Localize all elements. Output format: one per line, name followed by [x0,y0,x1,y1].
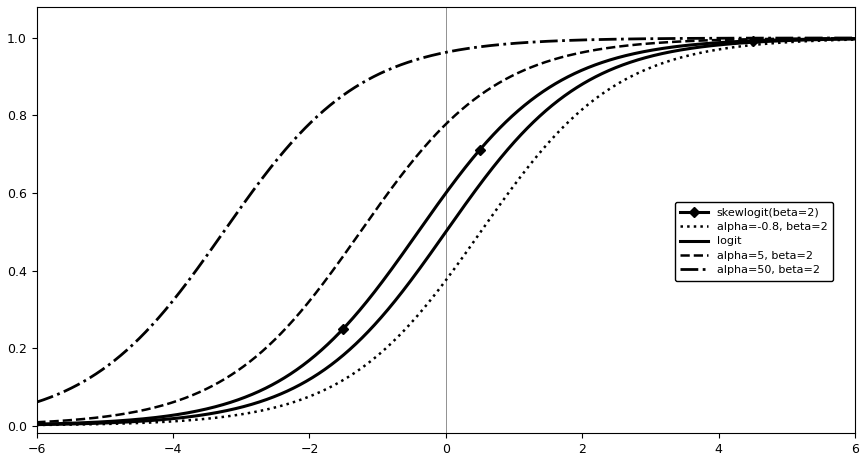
skewlogit(beta=2) [402,244,412,250]
alpha=5, beta=2 [402,165,412,170]
Line: skewlogit(beta=2): skewlogit(beta=2) [0,35,866,429]
alpha=-0.8, beta=2 [428,294,438,300]
logit [715,42,726,48]
logit [12,422,23,428]
Line: alpha=5, beta=2: alpha=5, beta=2 [0,38,866,425]
alpha=50, beta=2 [12,405,23,411]
alpha=-0.8, beta=2 [402,324,412,330]
Line: alpha=50, beta=2: alpha=50, beta=2 [0,38,866,417]
skewlogit(beta=2) [715,40,726,45]
alpha=50, beta=2 [402,60,412,65]
alpha=-0.8, beta=2 [12,422,23,428]
skewlogit(beta=2) [12,422,23,427]
alpha=50, beta=2 [715,36,726,41]
skewlogit(beta=2) [428,208,438,214]
Legend: skewlogit(beta=2), alpha=-0.8, beta=2, logit, alpha=5, beta=2, alpha=50, beta=2: skewlogit(beta=2), alpha=-0.8, beta=2, l… [675,202,833,281]
alpha=-0.8, beta=2 [715,46,726,52]
logit [428,248,438,253]
logit [402,282,412,288]
alpha=5, beta=2 [12,420,23,426]
alpha=5, beta=2 [428,135,438,140]
alpha=50, beta=2 [428,52,438,58]
Line: alpha=-0.8, beta=2: alpha=-0.8, beta=2 [0,38,866,425]
Line: logit: logit [0,38,866,425]
alpha=5, beta=2 [715,37,726,43]
